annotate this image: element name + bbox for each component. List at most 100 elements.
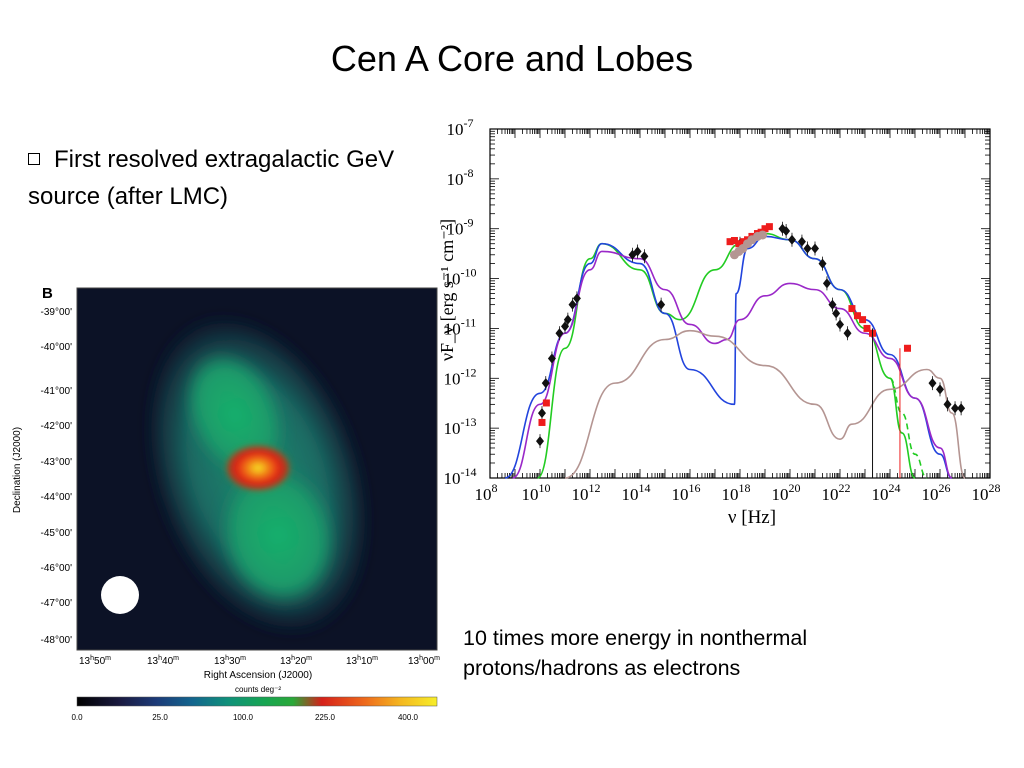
slide-title: Cen A Core and Lobes	[330, 38, 694, 79]
data-point	[936, 384, 944, 395]
data-point	[818, 258, 827, 269]
data-point	[811, 243, 819, 254]
data-point	[561, 321, 569, 332]
colorbar-tick: 0.0	[71, 713, 83, 722]
data-point	[537, 408, 546, 419]
data-point	[848, 305, 856, 313]
data-point	[735, 240, 743, 248]
colorbar-tick: 100.0	[233, 713, 254, 722]
data-point	[803, 243, 812, 254]
emission-map	[101, 311, 373, 639]
data-point	[797, 236, 806, 247]
data-point	[542, 399, 550, 407]
y-tick-label: 10-9	[447, 216, 474, 239]
map-y-axis-label: Declination (J2000)	[12, 427, 23, 513]
x-tick-label: 1018	[722, 481, 751, 504]
bullet-point: First resolved extragalactic GeV source …	[28, 141, 428, 215]
x-tick-label: 1026	[922, 481, 951, 504]
map-x-axis-label: Right Ascension (J2000)	[204, 670, 312, 681]
sed-model-curves	[504, 232, 966, 479]
data-point	[843, 328, 852, 339]
data-point	[828, 299, 837, 310]
data-point	[822, 278, 831, 289]
dec-tick-label: -40°00'	[41, 342, 73, 353]
colorbar-label: counts deg⁻²	[235, 685, 281, 694]
caption-text: 10 times more energy in nonthermal proto…	[463, 626, 808, 680]
ra-tick-label: 13h40m	[147, 655, 179, 667]
sed-tick-labels: 108 1010 1012 1014 1016 1018 1020 1022 1024 1026 1…	[444, 116, 1001, 504]
colorbar: counts deg⁻² 0.0 25.0 100.0 225.0 400.0	[71, 685, 438, 722]
sed-y-axis-label: νF_ν [erg s⁻¹ cm⁻²]	[437, 219, 457, 361]
sed-chart: 108 1010 1012 1014 1016 1018 1020 1022 1024 1026 1…	[437, 116, 1001, 528]
y-tick-label: 10-11	[444, 315, 477, 338]
data-point	[832, 308, 841, 319]
ra-tick-label: 13h50m	[79, 655, 111, 667]
data-point	[787, 234, 796, 245]
data-point	[836, 319, 844, 330]
model-curve	[504, 235, 953, 479]
dec-tick-label: -39°00'	[41, 307, 73, 318]
data-point	[778, 223, 787, 234]
data-point	[536, 436, 544, 447]
y-tick-label: 10-7	[447, 116, 474, 139]
sed-data-points	[536, 221, 966, 478]
sed-plot-frame	[489, 128, 991, 479]
colorbar-tick: 400.0	[398, 713, 419, 722]
data-point	[943, 399, 952, 410]
x-tick-label: 1010	[522, 481, 551, 504]
y-tick-label: 10-8	[447, 166, 474, 189]
data-point	[572, 293, 581, 304]
data-point	[538, 418, 546, 426]
map-x-axis: 13h50m 13h40m 13h30m 13h20m 13h10m 13h00…	[79, 655, 440, 681]
colorbar-tick: 25.0	[152, 713, 168, 722]
ra-tick-label: 13h00m	[408, 655, 440, 667]
y-tick-label: 10-13	[444, 415, 477, 438]
ra-tick-label: 13h30m	[214, 655, 246, 667]
ra-tick-label: 13h10m	[346, 655, 378, 667]
count-map-figure: B -39°00' -40°00' -41°00' -42°00' -43°00…	[12, 285, 440, 722]
y-tick-label: 10-14	[444, 465, 477, 488]
colorbar-tick: 225.0	[315, 713, 336, 722]
data-point	[782, 225, 791, 236]
data-point	[957, 403, 966, 414]
dec-tick-label: -42°00'	[41, 421, 73, 432]
data-point	[640, 251, 649, 262]
x-tick-label: 1014	[622, 481, 651, 504]
data-point	[730, 237, 738, 245]
core-hotspot	[224, 444, 292, 492]
data-point	[657, 299, 666, 310]
data-point	[541, 378, 550, 389]
data-point	[853, 312, 861, 320]
bullet-text: First resolved extragalactic GeV source …	[28, 146, 395, 210]
data-point	[563, 314, 572, 325]
model-curve	[564, 329, 966, 479]
model-curve	[512, 250, 953, 479]
x-tick-label: 1020	[772, 481, 801, 504]
y-tick-label: 10-10	[444, 266, 477, 289]
x-tick-label: 108	[475, 481, 498, 504]
data-point	[863, 324, 871, 332]
data-point	[555, 328, 564, 339]
map-y-axis: -39°00' -40°00' -41°00' -42°00' -43°00' …	[12, 307, 72, 646]
dec-tick-label: -44°00'	[41, 492, 73, 503]
data-point	[859, 316, 867, 324]
x-tick-label: 1022	[822, 481, 851, 504]
model-curve	[889, 377, 928, 479]
data-point	[903, 344, 911, 352]
data-point	[951, 403, 960, 414]
dec-tick-label: -47°00'	[41, 598, 73, 609]
data-point	[547, 353, 556, 364]
sed-x-axis-label: ν [Hz]	[728, 507, 776, 528]
data-point	[765, 223, 773, 231]
y-tick-label: 10-12	[444, 365, 477, 388]
ra-tick-label: 13h20m	[280, 655, 312, 667]
dec-tick-label: -46°00'	[41, 563, 73, 574]
data-point	[568, 299, 577, 310]
bullet-square-icon	[28, 153, 40, 165]
x-tick-label: 1012	[572, 481, 601, 504]
data-point	[758, 230, 768, 240]
x-tick-label: 1016	[672, 481, 701, 504]
colorbar-gradient	[76, 696, 438, 707]
dec-tick-label: -41°00'	[41, 386, 73, 397]
x-tick-label: 1028	[972, 481, 1001, 504]
